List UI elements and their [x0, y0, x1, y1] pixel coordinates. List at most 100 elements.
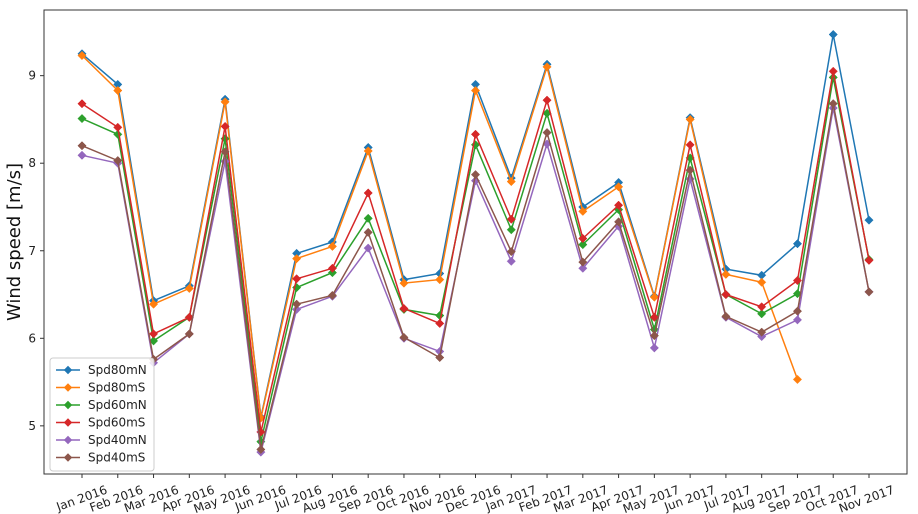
data-point [792, 374, 803, 385]
legend-item: Spd60mN [56, 398, 147, 412]
series-layer [77, 29, 874, 457]
data-point [578, 257, 588, 267]
data-point [614, 182, 624, 192]
y-axis: 5 6 7 8 9 [28, 69, 44, 433]
data-point [292, 299, 302, 309]
data-point [506, 177, 516, 187]
data-point [220, 147, 230, 157]
data-point [77, 114, 87, 124]
data-point [148, 329, 159, 339]
y-axis-title: Wind speed [m/s] [4, 163, 25, 321]
data-point [649, 312, 659, 322]
legend-item: Spd40mS [56, 451, 145, 465]
legend-label: Spd40mN [88, 433, 147, 447]
legend-swatch-marker [63, 418, 73, 427]
y-tick-label: 6 [28, 331, 36, 345]
legend-swatch-marker [63, 383, 73, 392]
data-point [363, 227, 373, 237]
data-point [864, 255, 874, 265]
legend-swatch-marker [63, 435, 73, 445]
legend-item: Spd80mS [56, 381, 145, 395]
series-Spd60mS [77, 66, 874, 437]
series-line-Spd60mS [81, 71, 870, 433]
data-point [220, 134, 230, 144]
data-point [614, 200, 624, 210]
legend-swatch-marker [63, 453, 73, 462]
data-point [757, 309, 767, 319]
data-point [542, 95, 552, 105]
data-point [435, 275, 445, 285]
data-point [77, 141, 87, 151]
data-point [77, 50, 87, 61]
data-point [363, 213, 373, 223]
data-point [148, 299, 159, 309]
data-point [327, 241, 337, 251]
data-point [292, 274, 302, 284]
data-point [435, 318, 445, 328]
data-point [649, 292, 659, 302]
data-point [864, 287, 874, 297]
data-point [435, 353, 445, 363]
data-point [220, 121, 230, 131]
legend-swatch-marker [63, 365, 73, 375]
y-tick-label: 7 [28, 244, 36, 258]
data-point [542, 62, 552, 72]
data-point [685, 140, 695, 150]
data-point [828, 29, 838, 40]
series-line-Spd80mS [81, 54, 799, 419]
data-point [578, 233, 588, 244]
data-point [435, 310, 445, 321]
data-point [113, 85, 123, 96]
data-point [399, 332, 409, 342]
data-point [327, 290, 337, 300]
legend-label: Spd40mS [88, 451, 145, 465]
data-point [113, 156, 123, 166]
data-point [792, 315, 803, 325]
data-point [721, 289, 731, 300]
data-point [184, 329, 194, 339]
plot-frame [43, 9, 908, 475]
data-point [792, 239, 803, 249]
data-point [578, 240, 588, 250]
data-point [792, 306, 803, 316]
data-point [649, 343, 659, 353]
data-point [256, 444, 266, 455]
legend-label: Spd80mN [88, 363, 147, 377]
data-point [363, 146, 373, 156]
data-point [864, 215, 874, 225]
legend-label: Spd60mN [88, 398, 147, 412]
data-point [757, 277, 767, 287]
data-point [685, 114, 695, 124]
legend-item: Spd80mN [56, 363, 147, 377]
data-point [757, 302, 767, 312]
legend-label: Spd60mS [88, 416, 145, 430]
data-point [220, 97, 230, 107]
series-Spd40mS [77, 99, 874, 455]
legend: Spd80mN Spd80mS Spd60mN Spd60mS Spd40mN Spd40… [49, 357, 155, 472]
series-Spd80mS [77, 50, 803, 423]
data-point [614, 217, 624, 227]
data-point [721, 269, 731, 279]
data-point [470, 85, 481, 96]
legend-item: Spd60mS [56, 416, 145, 430]
data-point [828, 99, 838, 109]
data-point [77, 150, 87, 160]
y-tick-label: 8 [28, 156, 36, 170]
data-point [685, 165, 695, 175]
data-point [506, 214, 516, 224]
data-point [184, 283, 194, 293]
data-point [757, 327, 767, 337]
data-point [399, 303, 409, 314]
data-point [470, 170, 481, 180]
data-point [470, 129, 481, 139]
legend-label: Spd80mS [88, 381, 145, 395]
data-point [828, 66, 838, 76]
data-point [578, 206, 588, 216]
data-point [506, 247, 516, 257]
data-point [578, 263, 588, 273]
y-tick-label: 5 [28, 419, 36, 433]
data-point [721, 311, 731, 321]
data-point [113, 122, 123, 132]
y-tick-label: 9 [28, 69, 36, 83]
